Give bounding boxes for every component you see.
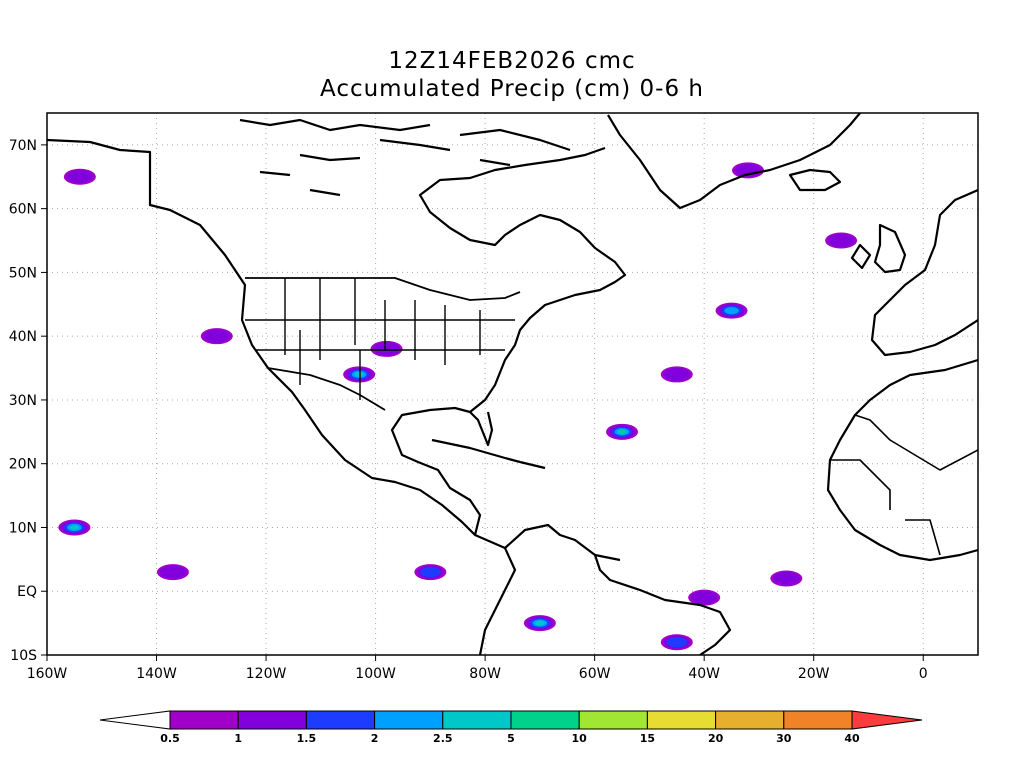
precip-area-core bbox=[691, 591, 718, 605]
colorbar-label: 40 bbox=[844, 732, 860, 745]
y-tick-label: 60N bbox=[9, 202, 37, 218]
colorbar-label: 15 bbox=[640, 732, 655, 745]
colorbar-box bbox=[646, 710, 717, 730]
y-tick-label: 20N bbox=[9, 457, 37, 473]
x-tick-label: 100W bbox=[355, 666, 396, 682]
y-axis: 10S EQ 10N 20N 30N 40N 50N 60N 70N bbox=[9, 138, 47, 664]
precip-area-core bbox=[69, 525, 79, 530]
x-tick-label: 0 bbox=[919, 666, 928, 682]
colorbar-label: 0.5 bbox=[160, 732, 180, 745]
border-us-mexico bbox=[267, 367, 386, 411]
colorbar-label: 30 bbox=[776, 732, 792, 745]
colorbar-box bbox=[169, 710, 239, 730]
colorbar-label: 1 bbox=[234, 732, 242, 745]
precip-area-core bbox=[373, 342, 400, 356]
y-tick-label: 30N bbox=[9, 393, 37, 409]
coastline-cuba bbox=[431, 438, 521, 464]
x-tick-label: 80W bbox=[469, 666, 501, 682]
x-tick-label: 160W bbox=[27, 666, 68, 682]
title-line-2: Accumulated Precip (cm) 0-6 h bbox=[319, 76, 705, 102]
colorbar-high-triangle bbox=[851, 710, 923, 730]
colorbar-box bbox=[374, 710, 444, 730]
y-tick-label: 10S bbox=[10, 648, 37, 664]
colorbar: 0.5 1 1.5 2 2.5 5 10 15 20 30 40 bbox=[99, 710, 923, 745]
colorbar-label: 10 bbox=[572, 732, 588, 745]
coastline-florida bbox=[469, 411, 494, 447]
colorbar-label: 2.5 bbox=[433, 732, 453, 745]
coastline-greenland bbox=[607, 113, 861, 210]
colorbar-box bbox=[783, 710, 853, 730]
precip-area-core bbox=[159, 565, 187, 579]
colorbar-label: 1.5 bbox=[297, 732, 317, 745]
y-tick-label: 40N bbox=[9, 329, 37, 345]
title-line-1: 12Z14FEB2026 cmc bbox=[388, 48, 636, 74]
colorbar-box bbox=[510, 710, 580, 730]
colorbar-box bbox=[715, 710, 785, 730]
colorbar-box bbox=[237, 710, 307, 730]
coastline-arctic-islands bbox=[239, 118, 571, 197]
colorbar-label: 5 bbox=[507, 732, 515, 745]
y-tick-label: 50N bbox=[9, 265, 37, 281]
y-tick-label: 10N bbox=[9, 520, 37, 536]
precip-area-core bbox=[724, 306, 739, 315]
y-tick-label: 70N bbox=[9, 138, 37, 154]
x-tick-label: 140W bbox=[136, 666, 177, 682]
precip-area-core bbox=[66, 170, 93, 184]
precip-layer bbox=[58, 162, 858, 651]
coastline-africa bbox=[826, 358, 978, 562]
coastline-south-america bbox=[478, 547, 621, 655]
precip-area-core bbox=[773, 571, 800, 586]
coastlines bbox=[47, 113, 978, 655]
y-tick-label: EQ bbox=[17, 584, 37, 600]
x-axis: 160W 140W 120W 100W 80W 60W 40W 20W 0 bbox=[27, 655, 928, 682]
precip-area-core bbox=[420, 566, 441, 578]
precip-area-core bbox=[619, 429, 626, 434]
coastline-north-america bbox=[47, 138, 732, 655]
precip-area-core bbox=[827, 233, 855, 248]
colorbar-box bbox=[305, 710, 376, 730]
border-canada-us bbox=[245, 277, 521, 301]
colorbar-low-triangle bbox=[99, 710, 171, 730]
coastline-iceland bbox=[788, 168, 842, 192]
x-tick-label: 120W bbox=[246, 666, 287, 682]
precip-area-core bbox=[663, 367, 690, 381]
gridlines bbox=[46, 113, 978, 656]
coastline-hispaniola bbox=[519, 460, 546, 470]
colorbar-label: 20 bbox=[708, 732, 724, 745]
coastline-europe bbox=[870, 188, 978, 357]
x-tick-label: 60W bbox=[579, 666, 611, 682]
precip-area-core bbox=[666, 637, 688, 648]
x-tick-label: 20W bbox=[798, 666, 830, 682]
colorbar-label: 2 bbox=[371, 732, 379, 745]
border-africa-west bbox=[830, 414, 978, 556]
coastline-british-isles bbox=[850, 223, 907, 274]
precip-area-core bbox=[203, 329, 230, 343]
precip-area-core bbox=[354, 372, 364, 377]
border-states bbox=[245, 278, 515, 400]
precip-area-core bbox=[535, 620, 545, 626]
x-tick-label: 40W bbox=[688, 666, 720, 682]
colorbar-box bbox=[578, 710, 648, 730]
colorbar-box bbox=[442, 710, 512, 730]
map-frame bbox=[46, 112, 979, 656]
